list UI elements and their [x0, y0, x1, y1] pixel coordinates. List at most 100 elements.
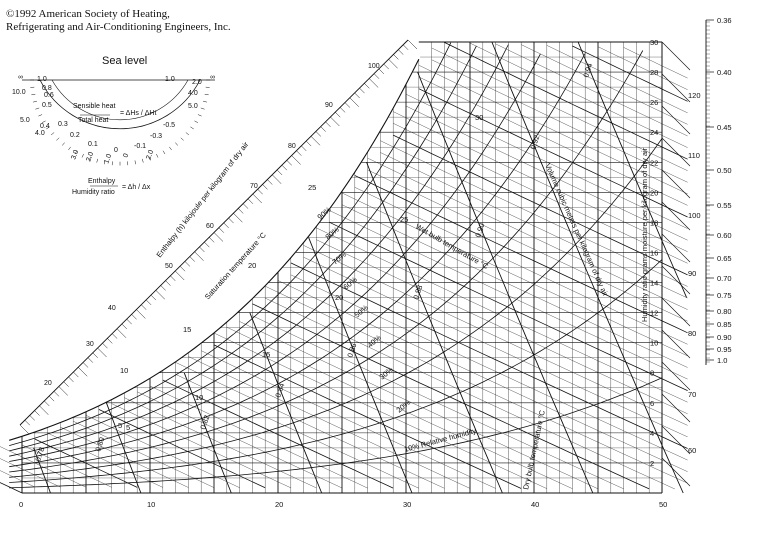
- enthalpy-tick-label: 30: [86, 341, 94, 348]
- enthalpy-scale-tick: [19, 424, 30, 435]
- relative-humidity-tick-label: 60%: [342, 275, 360, 292]
- protractor-left-tick: 1.0: [37, 76, 47, 83]
- enthalpy-line: [303, 245, 688, 426]
- enthalpy-line: [213, 332, 547, 489]
- enthalpy-scale-tick: [204, 241, 210, 248]
- enthalpy-scale-tick: [233, 213, 243, 223]
- shr-scale-label: 0.45: [717, 123, 732, 132]
- enthalpy-line: [469, 42, 688, 148]
- enthalpy-tick-label: 20: [44, 380, 52, 387]
- protractor-bottom-tick: 0: [122, 153, 130, 159]
- protractor-extra-tick: 5.0: [20, 117, 30, 124]
- protractor-infinity-right: ∞: [210, 74, 215, 81]
- enthalpy-scale-tick: [184, 261, 191, 267]
- enthalpy-scale-tick: [388, 59, 398, 69]
- enthalpy-right-leader: [661, 169, 691, 199]
- enthalpy-line: [521, 44, 688, 125]
- enthalpy-scale-tick: [136, 309, 146, 319]
- protractor-left-tick: 0.6: [44, 92, 54, 99]
- enthalpy-line: [290, 274, 688, 461]
- enthalpy-scale-tick: [383, 63, 389, 70]
- shr-scale-label: 0.65: [717, 254, 732, 263]
- dry-bulb-tick-label: 20: [275, 500, 283, 509]
- enthalpy-line: [175, 362, 445, 489]
- volume-tick-label: 0.88: [411, 284, 424, 301]
- shr-scale-label: 0.55: [717, 201, 732, 210]
- volume-line: [366, 162, 503, 494]
- dry-bulb-tick-label: 30: [403, 500, 411, 509]
- enthalpy-scale-tick: [354, 92, 360, 99]
- enthalpy-tick-label: 100: [368, 63, 380, 70]
- wet-bulb-tick-label: 10: [195, 393, 203, 402]
- enthalpy-line: [0, 446, 87, 488]
- dry-bulb-tick-label: 50: [659, 500, 667, 509]
- enthalpy-scale-tick: [315, 131, 322, 137]
- protractor-tick: [38, 114, 43, 117]
- enthalpy-scale-tick: [175, 270, 185, 281]
- enthalpy-line: [329, 221, 688, 391]
- enthalpy-scale-tick: [34, 410, 40, 416]
- protractor-left-tick: 0.1: [88, 141, 98, 148]
- protractor-tick: [185, 132, 190, 136]
- total-heat-label: Total heat: [78, 117, 108, 124]
- saturation-tick-label: 10: [120, 366, 128, 375]
- protractor-tick: [149, 156, 152, 161]
- enthalpy-line: [34, 438, 138, 488]
- humidity-tick-label: 16: [650, 248, 658, 257]
- enthalpy-line: [431, 47, 688, 171]
- shr-scale-label: 0.50: [717, 166, 732, 175]
- enthalpy-line: [111, 403, 291, 488]
- enthalpy-right-leader: [661, 137, 691, 167]
- enthalpy-line: [341, 192, 688, 357]
- wet-bulb-tick-label: 20: [335, 293, 343, 302]
- enthalpy-line: [0, 458, 61, 488]
- relative-humidity-curve: [9, 50, 644, 473]
- enthalpy-line: [239, 321, 599, 489]
- shr-scale-label: 0.90: [717, 333, 732, 342]
- relative-humidity-curve: [9, 138, 663, 478]
- enthalpy-scale-tick: [68, 376, 74, 383]
- enthalpy-scale-tick: [170, 275, 176, 281]
- enthalpy-line: [623, 47, 688, 79]
- enthalpy-scale-tick: [97, 347, 107, 358]
- shr-scale-label: 0.85: [717, 320, 732, 329]
- enthalpy-scale-tick: [58, 386, 68, 396]
- enthalpy-scale-tick: [330, 116, 340, 127]
- protractor-tick: [56, 137, 60, 141]
- enthalpy-axis-label: Enthalpy (h) kilojoule per kilogram of d…: [154, 140, 250, 260]
- volume-line: [577, 41, 688, 298]
- enthalpy-line: [201, 350, 496, 489]
- enthalpy-line: [572, 45, 688, 102]
- humidity-tick-label: 26: [650, 98, 658, 107]
- enthalpy-line: [380, 152, 688, 299]
- enthalpy-scale-tick: [107, 338, 113, 344]
- humidity-tick-label: 4: [650, 429, 654, 438]
- enthalpy-scale-tick: [276, 169, 283, 176]
- enthalpy-scale-tick: [402, 44, 409, 50]
- enthalpy-ratio-equation: = Δh / Δx: [122, 184, 151, 191]
- protractor-tick: [175, 142, 179, 146]
- wet-bulb-tick-label: 30: [475, 113, 483, 122]
- protractor-tick: [134, 160, 136, 165]
- enthalpy-label: Enthalpy: [88, 178, 116, 185]
- protractor-tick: [74, 150, 78, 155]
- enthalpy-scale-tick: [189, 256, 195, 262]
- enthalpy-right-leader: [661, 105, 691, 135]
- protractor-tick: [162, 150, 166, 155]
- protractor-left-tick: 0.3: [58, 121, 68, 128]
- enthalpy-line: [546, 45, 688, 114]
- enthalpy-right-tick-label: 120: [688, 91, 701, 100]
- protractor-tick: [200, 107, 205, 110]
- enthalpy-scale-tick: [102, 343, 108, 349]
- enthalpy-right-leader: [661, 233, 691, 263]
- enthalpy-right-leader: [661, 457, 691, 487]
- protractor-tick: [68, 146, 71, 151]
- enthalpy-line: [0, 482, 23, 494]
- enthalpy-scale-tick: [141, 304, 147, 310]
- protractor-right-tick: 4.0: [188, 90, 198, 97]
- humidity-tick-label: 8: [650, 369, 654, 378]
- protractor-bottom-tick: 3.0: [70, 149, 80, 161]
- enthalpy-scale-tick: [208, 237, 215, 243]
- enthalpy-line: [124, 397, 317, 489]
- relative-humidity-curve: [9, 377, 663, 489]
